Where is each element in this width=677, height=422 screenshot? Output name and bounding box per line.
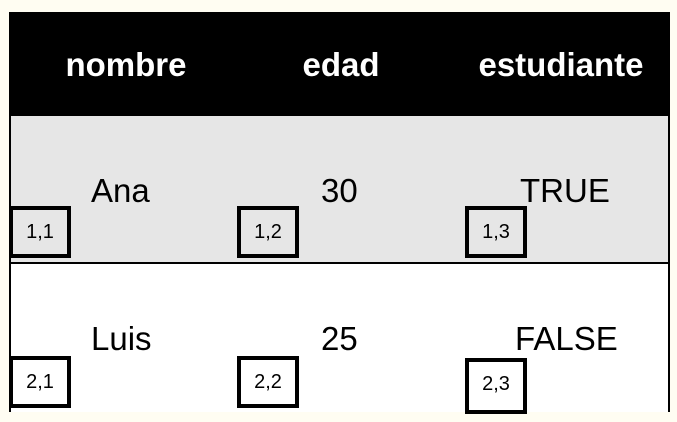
table-header: nombre edad estudiante	[11, 14, 668, 116]
table-row: Luis 2,1 25 2,2 FALSE 2,3	[9, 264, 670, 414]
table-cell: Luis 2,1	[9, 264, 231, 412]
data-frame-table: nombre edad estudiante Ana 1,1 30 1,2 TR…	[9, 12, 670, 414]
column-header-nombre: nombre	[65, 46, 187, 83]
table-cell: FALSE 2,3	[465, 264, 670, 414]
cell-index-badge: 1,3	[465, 206, 527, 258]
cell-index-badge: 1,2	[237, 206, 299, 258]
cell-index-badge: 2,1	[9, 356, 71, 408]
table-cell: TRUE 1,3	[465, 116, 670, 264]
column-header-edad: edad	[302, 46, 380, 83]
cell-value: 30	[321, 172, 358, 209]
table-cell: 30 1,2	[237, 116, 457, 264]
cell-value: FALSE	[515, 320, 618, 357]
table-cell: 25 2,2	[237, 264, 457, 412]
cell-value: Ana	[91, 172, 150, 209]
cell-index-badge: 2,3	[465, 358, 527, 414]
cell-index-badge: 1,1	[9, 206, 71, 258]
cell-value: 25	[321, 320, 358, 357]
cell-value: Luis	[91, 320, 152, 357]
cell-value: TRUE	[520, 172, 610, 209]
cell-index-badge: 2,2	[237, 356, 299, 408]
table-row: Ana 1,1 30 1,2 TRUE 1,3	[9, 116, 670, 264]
column-header-estudiante: estudiante	[478, 46, 644, 83]
table-cell: Ana 1,1	[9, 116, 231, 264]
